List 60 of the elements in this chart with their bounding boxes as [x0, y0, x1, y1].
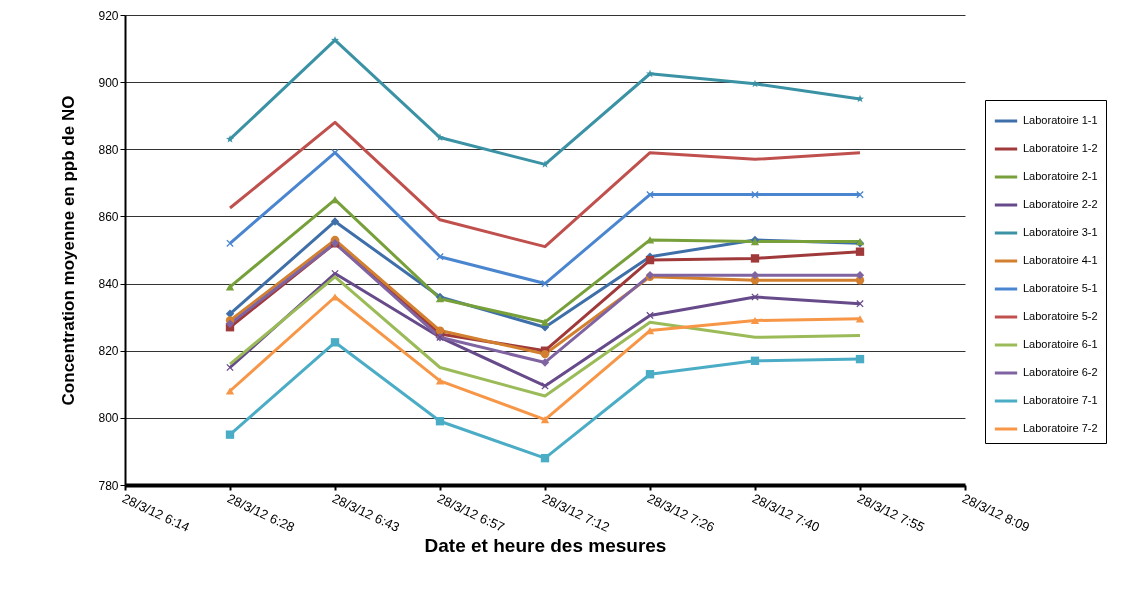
y-tick-label: 780 [98, 478, 119, 493]
y-tick-label: 820 [98, 344, 119, 359]
point [750, 356, 760, 365]
point [751, 79, 759, 88]
y-tick-label: 800 [98, 411, 119, 426]
point [540, 318, 550, 326]
point [226, 135, 234, 143]
y-tick-label: 900 [98, 75, 119, 90]
point [646, 69, 654, 78]
line-series [228, 120, 862, 249]
point [225, 387, 235, 395]
point [855, 354, 865, 364]
point [646, 190, 654, 199]
point [226, 363, 234, 372]
legend-label: Laboratoire 7-1 [1023, 394, 1098, 406]
point [541, 279, 549, 288]
point [225, 430, 235, 439]
point [436, 133, 444, 141]
point [330, 338, 340, 347]
y-tick-label: 840 [98, 277, 119, 292]
y-tick-label: 920 [98, 8, 119, 23]
point [856, 299, 864, 308]
point [645, 370, 655, 379]
legend-label: Laboratoire 1-2 [1023, 142, 1098, 154]
y-axis-title: Concentration moyenne en ppb de NO [59, 95, 79, 406]
point [540, 349, 550, 359]
legend-label: Laboratoire 6-2 [1023, 366, 1098, 378]
point [540, 453, 550, 463]
point [225, 283, 235, 291]
point [645, 255, 655, 265]
legend-label: Laboratoire 1-1 [1023, 114, 1098, 126]
y-tick-label: 860 [98, 209, 119, 224]
point [435, 377, 445, 385]
point [855, 247, 865, 256]
legend-label: Laboratoire 6-1 [1023, 338, 1098, 350]
point [750, 254, 760, 263]
point [331, 269, 339, 278]
legend-label: Laboratoire 2-1 [1023, 170, 1098, 182]
point [751, 190, 759, 199]
y-tick-label: 880 [98, 142, 119, 157]
x-axis-title: Date et heure des mesures [424, 534, 667, 556]
legend-label: Laboratoire 3-1 [1023, 226, 1098, 238]
legend-label: Laboratoire 5-2 [1023, 310, 1098, 322]
legend-label: Laboratoire 7-2 [1023, 422, 1098, 434]
point [330, 217, 340, 226]
point [226, 239, 234, 248]
point [750, 316, 760, 325]
point [435, 326, 445, 335]
point [856, 94, 864, 103]
point [856, 190, 864, 199]
legend-label: Laboratoire 5-1 [1023, 282, 1098, 294]
point [331, 36, 339, 44]
point [225, 319, 235, 329]
point [540, 415, 550, 424]
point [646, 311, 654, 320]
legend-label: Laboratoire 4-1 [1023, 254, 1098, 266]
point [436, 252, 444, 261]
point [540, 358, 550, 367]
legend-label: Laboratoire 2-2 [1023, 198, 1098, 210]
point [435, 417, 445, 426]
